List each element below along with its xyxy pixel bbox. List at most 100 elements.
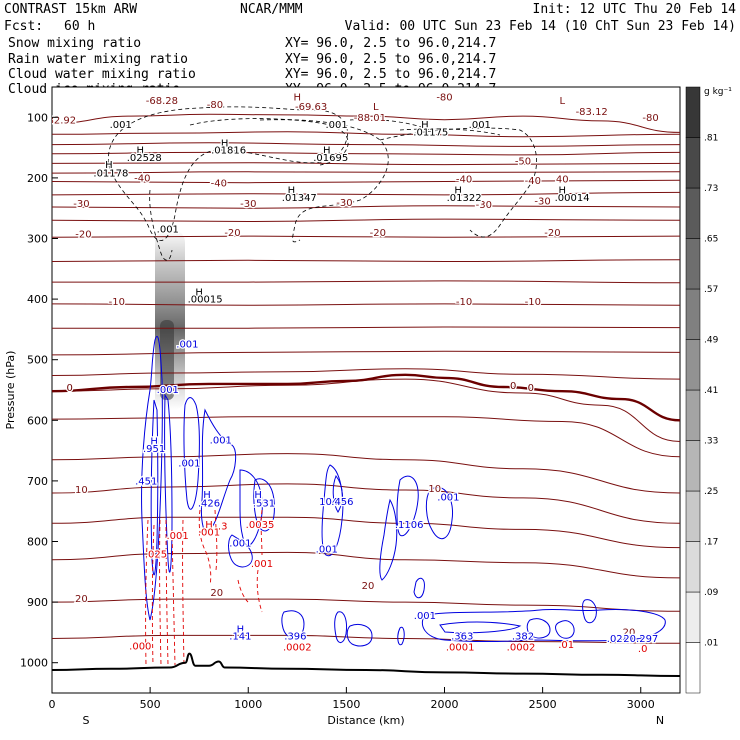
cloud-water-contour xyxy=(555,620,575,639)
isotherm-line xyxy=(52,259,680,263)
snow-contour xyxy=(259,119,389,243)
y-tick-label: 700 xyxy=(27,475,48,488)
x-end-label-north: N xyxy=(656,714,664,727)
cloud-water-contour xyxy=(141,335,163,621)
contour-label: .001 xyxy=(157,385,179,396)
contour-label: .00015 xyxy=(188,295,223,306)
rain-contour xyxy=(198,509,212,586)
cloud-water-contour xyxy=(228,534,253,568)
contour-label: -40 xyxy=(456,175,472,186)
contour-label: -30 xyxy=(73,199,89,210)
x-tick-label: 2500 xyxy=(529,698,557,711)
contour-label: .01175 xyxy=(413,128,448,139)
contour-label: -30 xyxy=(240,199,256,210)
contour-label: H xyxy=(294,92,302,103)
y-tick-label: 600 xyxy=(27,414,48,427)
colorbar-label: .73 xyxy=(704,184,718,194)
contour-label: .001 xyxy=(110,120,132,131)
contour-label: H xyxy=(137,146,145,157)
x-end-label-south: S xyxy=(83,714,90,727)
contour-label: H xyxy=(237,624,245,635)
contour-label: 0 xyxy=(67,383,73,394)
contour-label: .000 xyxy=(129,641,151,652)
cloud-ice-shading xyxy=(160,320,174,400)
contour-label: 0 xyxy=(528,383,534,394)
contour-label: 20 xyxy=(210,588,223,599)
header-fcst-label: Fcst: xyxy=(4,19,43,34)
contour-label: .1106 xyxy=(395,520,424,531)
cloud-water-contour xyxy=(239,469,263,547)
contour-label: 20 xyxy=(623,627,636,638)
contour-label: 104 xyxy=(319,497,338,508)
contour-label: -40 xyxy=(134,174,150,185)
contour-label: 0 xyxy=(510,381,516,392)
contour-label: -20 xyxy=(370,228,386,239)
contour-label: .531 xyxy=(253,498,275,509)
snow-contour xyxy=(349,119,431,131)
header-fcst-value: 60 h xyxy=(64,19,95,34)
colorbar-label: .57 xyxy=(704,285,718,295)
cloud-water-contour xyxy=(150,399,159,576)
snow-contour xyxy=(108,106,348,242)
contour-label: .0 xyxy=(638,644,648,655)
rain-contour xyxy=(145,519,149,666)
contour-label: H xyxy=(150,437,158,448)
cloud-water-contour xyxy=(526,618,551,639)
snow-contour xyxy=(189,118,349,166)
contour-label: .001 xyxy=(166,531,188,542)
header-init: Init: 12 UTC Thu 20 Feb 14 xyxy=(533,2,737,17)
rain-contour xyxy=(214,509,218,571)
colorbar-swatch xyxy=(685,490,701,542)
contour-label: -80 xyxy=(207,100,223,111)
snow-contour xyxy=(399,128,501,136)
contour-label: H xyxy=(105,160,113,171)
colorbar-swatch xyxy=(685,642,701,694)
contour-label: .01178 xyxy=(93,169,128,180)
colorbar-swatch xyxy=(685,591,701,643)
contour-label: -20 xyxy=(544,228,560,239)
y-tick-label: 300 xyxy=(27,233,48,246)
contour-label: -83.12 xyxy=(576,107,608,118)
terrain-line xyxy=(52,652,680,677)
cloud-water-contour xyxy=(334,611,347,643)
isotherm-line xyxy=(52,551,680,579)
contour-label: H xyxy=(559,186,567,197)
x-tick-label: 3000 xyxy=(627,698,655,711)
y-axis: 100 200 300 400 500 600 700 800 900 1000 xyxy=(20,111,58,670)
snow-contour xyxy=(149,189,173,261)
isotherm-line xyxy=(52,326,680,329)
zero-isotherm-line xyxy=(52,373,680,422)
contour-label: -30 xyxy=(476,200,492,211)
contour-label: .01322 xyxy=(447,193,482,204)
x-tick-label: 1500 xyxy=(332,698,360,711)
rain-contour xyxy=(182,519,185,666)
cloud-water-contour xyxy=(164,393,173,573)
contour-label: .0002 xyxy=(283,643,312,654)
contour-label: .0002 xyxy=(507,643,536,654)
contour-label: .025 xyxy=(145,549,167,560)
isotherm-line xyxy=(52,235,680,238)
contour-label: .001 xyxy=(469,120,491,131)
contour-label: H xyxy=(254,490,262,501)
isotherm-line xyxy=(52,368,680,380)
contour-label: -20 xyxy=(75,229,91,240)
contour-label: .001 xyxy=(178,458,200,469)
terrain xyxy=(52,652,680,677)
rain-contour xyxy=(260,509,263,556)
contour-label: 10 xyxy=(75,485,88,496)
contour-label: -68.28 xyxy=(146,96,178,107)
contour-label: .01 xyxy=(558,640,574,651)
isotherm-line xyxy=(52,303,680,306)
contour-label: -40 xyxy=(525,176,541,187)
y-axis-label: Pressure (hPa) xyxy=(4,351,17,430)
isotherm-lines xyxy=(52,113,680,644)
contour-label: 40 xyxy=(556,175,569,186)
isotherm-line xyxy=(52,142,680,147)
contour-label: H xyxy=(221,138,229,149)
isotherm-line xyxy=(52,483,680,524)
isotherm-line xyxy=(52,598,680,612)
isotherm-line xyxy=(52,634,680,644)
cloud-water-contour xyxy=(379,498,398,581)
contour-label: H xyxy=(195,288,203,299)
